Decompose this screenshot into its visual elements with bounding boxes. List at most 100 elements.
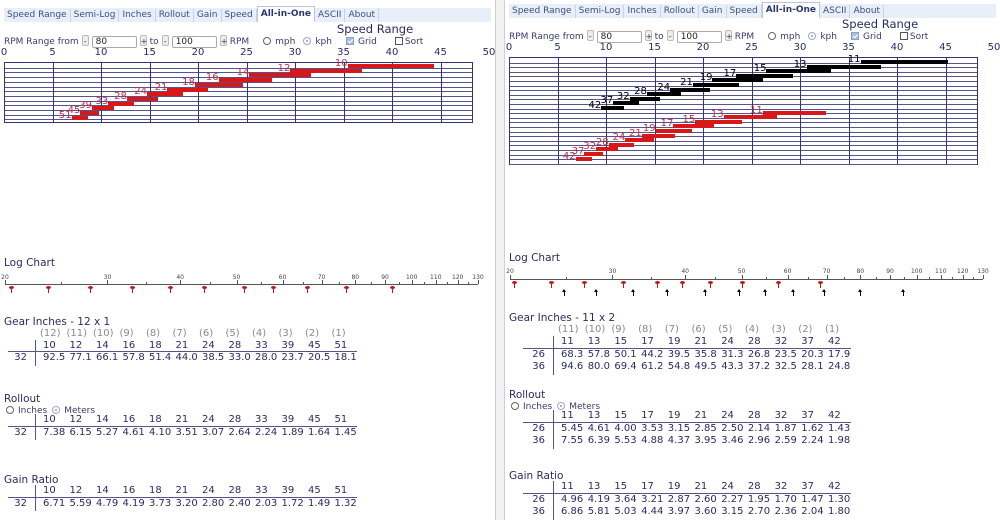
- gear-pin-marker-icon: [621, 281, 627, 288]
- tab-semi-log[interactable]: Semi-Log: [576, 5, 625, 18]
- tab-ascii[interactable]: ASCII: [315, 9, 346, 22]
- grid-checkbox[interactable]: [850, 32, 859, 40]
- kph-radio[interactable]: [808, 32, 817, 40]
- mph-radio[interactable]: [768, 32, 777, 40]
- rpm-to-increment-button[interactable]: +: [219, 35, 228, 46]
- tab-gain[interactable]: Gain: [699, 5, 727, 18]
- column-divider: [35, 414, 36, 440]
- rpm-from-increment-button[interactable]: +: [139, 35, 148, 46]
- grid-line-horizontal: [5, 77, 472, 79]
- rpm-from-input[interactable]: 80: [596, 31, 642, 43]
- table-row: 32 6.71 5.59 4.79 4.19 3.73 3.20 2.80 2.40 2.03 1.…: [0, 498, 495, 510]
- speed-range-bar: [625, 138, 655, 143]
- table-cell: 57.8: [587, 349, 610, 360]
- meters-radio[interactable]: [52, 406, 61, 414]
- tab-inches[interactable]: Inches: [119, 9, 156, 22]
- cog-position-row: (11) (10) (9) (8) (7) (6) (5) (4) (3) (2) (1): [505, 324, 1000, 336]
- grid-checkbox[interactable]: [345, 37, 354, 45]
- tab-speed-range[interactable]: Speed Range: [509, 5, 576, 18]
- tab-semi-log[interactable]: Semi-Log: [71, 9, 120, 22]
- kph-radio[interactable]: [303, 37, 312, 45]
- speed-range-bar: [670, 87, 711, 92]
- tab-rollout[interactable]: Rollout: [661, 5, 699, 18]
- cog-header: 17: [641, 481, 654, 492]
- table-cell: 26.8: [747, 349, 771, 360]
- rpm-from-decrement-button[interactable]: -: [586, 30, 594, 41]
- meters-radio[interactable]: [557, 402, 566, 410]
- table-cell: 1.32: [334, 497, 357, 509]
- log-axis-tick: [612, 275, 614, 279]
- sort-checkbox[interactable]: [394, 37, 403, 45]
- table-cell: 3.51: [175, 426, 198, 438]
- log-axis-tick: [321, 280, 323, 284]
- tab-about[interactable]: About: [345, 9, 380, 22]
- rpm-to-increment-button[interactable]: +: [724, 30, 733, 41]
- chainring-label: 32: [14, 352, 27, 363]
- cog-position: (11): [66, 328, 88, 339]
- rpm-from-input[interactable]: 80: [91, 36, 137, 48]
- tab-gain[interactable]: Gain: [194, 9, 222, 22]
- log-axis-tick: [962, 275, 964, 279]
- rpm-from-decrement-button[interactable]: -: [81, 35, 89, 46]
- cog-header: 32: [774, 481, 788, 492]
- mph-radio[interactable]: [263, 37, 272, 45]
- speed-range-bar-label: 42: [562, 150, 576, 162]
- cog-header: 21: [175, 485, 189, 496]
- header-underline: [523, 493, 851, 494]
- gear-pin-marker-icon: [548, 281, 554, 288]
- tab-rollout[interactable]: Rollout: [156, 9, 194, 22]
- tab-speed[interactable]: Speed: [727, 5, 762, 18]
- gear-calculator-panel-left: Speed Range Semi-Log Inches Rollout Gain Spee…: [0, 0, 495, 520]
- table-cell: 5.81: [587, 506, 610, 517]
- speed-range-bar: [249, 73, 311, 78]
- cog-header: 10: [43, 339, 56, 351]
- speed-range-bar: [695, 119, 742, 124]
- table-cell: 1.30: [828, 494, 851, 505]
- rpm-to-decrement-button[interactable]: -: [161, 35, 169, 46]
- rpm-to-input[interactable]: 100: [171, 36, 217, 48]
- tab-ascii[interactable]: ASCII: [820, 5, 851, 18]
- cog-position: (5): [718, 324, 733, 335]
- grid-line-horizontal: [5, 72, 472, 74]
- grid-line-horizontal: [5, 105, 472, 107]
- chainring-label: 36: [532, 435, 545, 446]
- speed-axis-tick-label: 0: [505, 42, 513, 53]
- chainring-label: 26: [532, 349, 545, 360]
- cog-header: 10: [43, 414, 56, 425]
- table-cell: 2.40: [228, 497, 251, 509]
- grid-line-horizontal: [510, 150, 977, 151]
- cog-header: 19: [667, 336, 681, 347]
- rpm-to-decrement-button[interactable]: -: [666, 30, 674, 41]
- log-axis-tick: [826, 275, 828, 279]
- gear-pin-marker-icon: [129, 286, 135, 293]
- header-underline: [523, 348, 851, 349]
- cog-header: 24: [202, 485, 215, 496]
- tab-inches[interactable]: Inches: [624, 5, 661, 18]
- inches-radio[interactable]: [6, 406, 14, 414]
- table-cell: 2.24: [255, 426, 278, 438]
- rpm-to-input[interactable]: 100: [676, 31, 722, 43]
- inches-radio[interactable]: [511, 402, 519, 410]
- tab-all-in-one[interactable]: All-in-One: [761, 2, 820, 18]
- gear-arrow-marker-icon: [858, 289, 863, 296]
- tab-about[interactable]: About: [850, 5, 885, 18]
- sort-checkbox[interactable]: [899, 32, 908, 40]
- log-axis-tick: [236, 280, 238, 284]
- table-cell: 54.8: [667, 361, 691, 372]
- panel-divider[interactable]: [495, 0, 505, 520]
- cog-header: 15: [614, 481, 628, 492]
- rpm-from-increment-button[interactable]: +: [644, 30, 653, 41]
- table-cell: 4.37: [667, 435, 691, 446]
- speed-range-bar: [71, 115, 89, 120]
- tab-all-in-one[interactable]: All-in-One: [256, 6, 315, 22]
- table-cell: 38.5: [202, 352, 225, 363]
- cog-header: 51: [334, 485, 348, 496]
- tab-speed[interactable]: Speed: [222, 9, 257, 22]
- speed-axis-tick-label: 5: [49, 47, 56, 58]
- grid-line-vertical: [557, 58, 559, 164]
- cog-position: (9): [611, 324, 626, 335]
- cog-header: 51: [334, 339, 348, 351]
- speed-range-bar: [766, 69, 831, 74]
- tab-speed-range[interactable]: Speed Range: [4, 9, 71, 22]
- cog-header: 39: [281, 485, 295, 496]
